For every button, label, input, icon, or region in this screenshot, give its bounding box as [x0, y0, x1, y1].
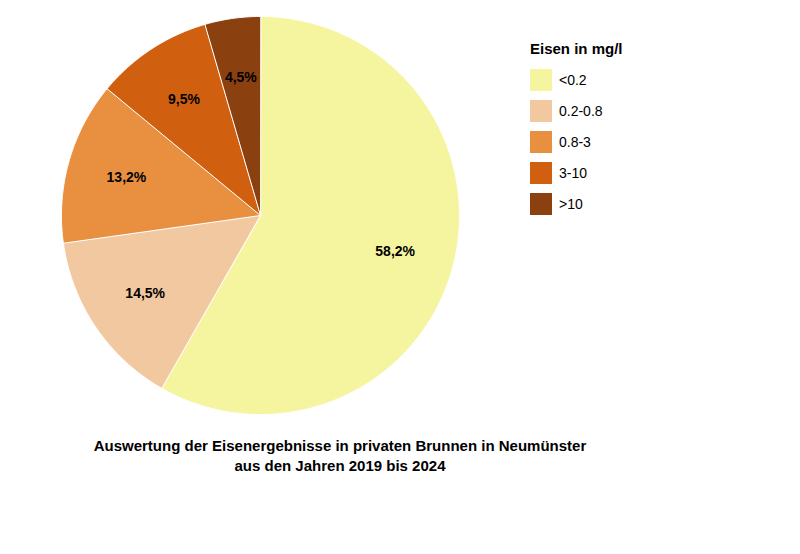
svg-text:4,5%: 4,5%	[225, 69, 257, 85]
svg-text:58,2%: 58,2%	[375, 243, 415, 259]
svg-text:13,2%: 13,2%	[107, 169, 147, 185]
html-text:Eisen in mg/l: Eisen in mg/l	[530, 40, 623, 57]
html-text:0.2-0.8: 0.2-0.8	[559, 103, 603, 119]
svg-text:9,5%: 9,5%	[168, 91, 200, 107]
html-text:Auswertung der Eisenergebnisse: Auswertung der Eisenergebnisse in privat…	[93, 437, 587, 454]
html-text:0.8-3: 0.8-3	[559, 134, 591, 150]
html-text:3-10: 3-10	[559, 165, 587, 181]
html-text:>10: >10	[559, 196, 583, 212]
html-text:aus den Jahren 2019 bis 2024: aus den Jahren 2019 bis 2024	[234, 457, 446, 475]
svg-text:14,5%: 14,5%	[125, 285, 165, 301]
html-text:<0.2: <0.2	[559, 72, 587, 88]
